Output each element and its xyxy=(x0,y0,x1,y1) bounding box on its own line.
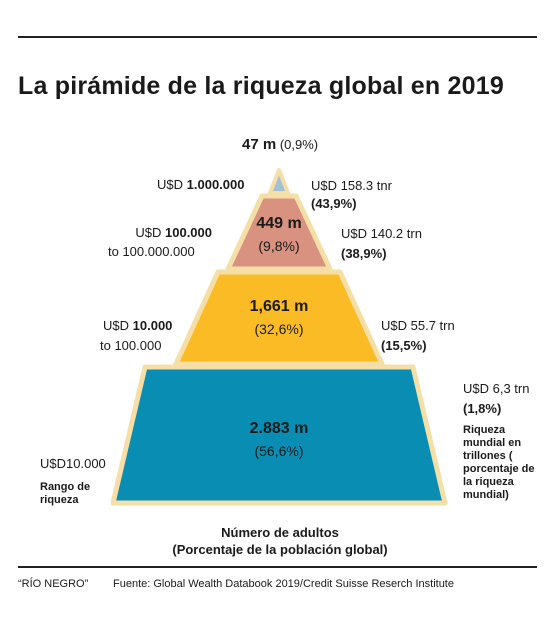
tier-middle-pct: (32,6%) xyxy=(254,321,304,337)
footer-source: Fuente: Global Wealth Databook 2019/Cred… xyxy=(113,578,454,590)
legend-wealth-range: Rango de riqueza xyxy=(40,481,91,506)
tier-top-shape xyxy=(268,168,290,195)
top-tier-count: 47 m (0,9%) xyxy=(242,136,319,153)
tier-middle-count: 1,661 m xyxy=(249,298,309,315)
range-middle-line2: to 100.000 xyxy=(100,338,162,353)
axis-note-line2: (Porcentaje de la población global) xyxy=(172,542,388,557)
top-rule xyxy=(18,36,537,38)
tier-base-count: 2.883 m xyxy=(249,420,309,437)
tier-base-pct: (56,6%) xyxy=(254,443,304,459)
range-base: U$D10.000 xyxy=(40,456,106,471)
footer-credit: “RÍO NEGRO” xyxy=(18,578,89,590)
range-middle: U$D 10.000 xyxy=(103,318,173,333)
tier-middle-label: 1,661 m (32,6%) xyxy=(199,296,359,340)
tier-middle-shape xyxy=(173,269,385,367)
wealth-base: U$D 6,3 trn (1,8%) xyxy=(463,381,530,416)
axis-note-line1: Número de adultos xyxy=(221,525,339,540)
tier-upper-pct: (9,8%) xyxy=(258,238,300,254)
tier-base-shape xyxy=(110,364,448,506)
tier-upper-label: 449 m (9,8%) xyxy=(199,213,359,257)
tier-upper-shape xyxy=(225,193,333,272)
legend-world-wealth: Riqueza mundial en trillones ( porcentaj… xyxy=(463,424,535,501)
page-title: La pirámide de la riqueza global en 2019 xyxy=(18,72,504,100)
tier-base-label: 2.883 m (56,6%) xyxy=(199,418,359,462)
wealth-top: U$D 158.3 tnr (43,9%) xyxy=(311,178,392,211)
tier-upper-count: 449 m xyxy=(256,215,302,232)
axis-note: Número de adultos (Porcentaje de la pobl… xyxy=(150,524,410,558)
bottom-rule xyxy=(18,566,537,568)
range-upper: U$D 100.000 xyxy=(135,225,212,240)
range-upper-line2: to 100.000.000 xyxy=(108,244,195,259)
wealth-upper: U$D 140.2 trn (38,9%) xyxy=(341,226,422,261)
wealth-middle: U$D 55.7 trn (15,5%) xyxy=(381,318,455,353)
range-top: U$D 1.000.000 xyxy=(157,177,245,192)
